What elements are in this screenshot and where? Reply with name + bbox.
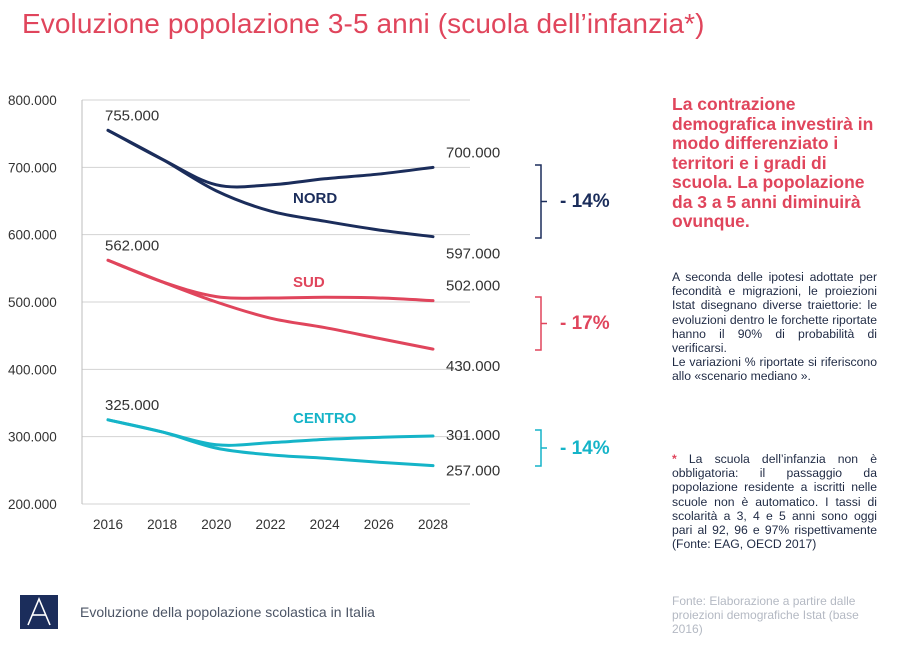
y-tick-label: 600.000: [8, 228, 57, 243]
data-labels: 755.000 700.000 597.000 NORD 562.000 502.000 4…: [105, 107, 500, 479]
centro-end-high-label: 301.000: [446, 427, 500, 444]
sud-end-high-label: 502.000: [446, 278, 500, 295]
centro-start-label: 325.000: [105, 397, 159, 414]
sud-line-low: [106, 258, 435, 351]
nord-end-low-label: 597.000: [446, 246, 500, 263]
nord-line-low: [106, 128, 435, 239]
methodology-note: A seconda delle ipotesi adottate per fec…: [672, 270, 877, 384]
nord-series-name: NORD: [293, 190, 337, 207]
x-tick-label: 2016: [93, 517, 123, 532]
grid-layer: [81, 99, 470, 505]
line-chart: 200.000 300.000 400.000 500.000 600.000 700.0…: [8, 93, 610, 532]
nord-bracket: [535, 164, 547, 239]
x-tick-label: 2028: [418, 517, 448, 532]
x-tick-label: 2026: [364, 517, 394, 532]
y-tick-label: 800.000: [8, 93, 57, 108]
centro-end-low-label: 257.000: [446, 463, 500, 480]
nord-end-high-label: 700.000: [446, 144, 500, 161]
centro-line-high: [106, 418, 435, 447]
source-note: Fonte: Elaborazione a partire dalle proi…: [672, 594, 859, 636]
nord-line-high: [106, 128, 435, 189]
y-tick-label: 700.000: [8, 160, 57, 175]
centro-variation-label: - 14%: [560, 438, 610, 459]
nord-variation-label: - 14%: [560, 191, 610, 212]
headline-text: La contrazione demografica investirà in …: [672, 94, 874, 231]
footer-title: Evoluzione della popolazione scolastica …: [80, 604, 375, 620]
y-tick-label: 500.000: [8, 295, 57, 310]
x-tick-label: 2018: [147, 517, 177, 532]
sud-start-label: 562.000: [105, 237, 159, 254]
footnote-text: La scuola dell’infanzia non è obbligator…: [672, 452, 877, 552]
centro-series-name: CENTRO: [293, 410, 357, 427]
a-monogram-icon: [20, 595, 58, 629]
variation-brackets: - 14% - 17% - 14%: [535, 164, 610, 467]
footnote-infanzia: * La scuola dell’infanzia non è obbligat…: [672, 452, 877, 551]
nord-start-label: 755.000: [105, 107, 159, 124]
sud-end-low-label: 430.000: [446, 358, 500, 375]
centro-bracket: [535, 429, 547, 467]
y-axis-ticks: 200.000 300.000 400.000 500.000 600.000 700.0…: [8, 93, 57, 512]
x-tick-label: 2024: [310, 517, 341, 532]
x-axis-ticks: 2016 2018 2020 2022 2024 2026 2028: [93, 517, 448, 532]
y-tick-label: 200.000: [8, 497, 57, 512]
page-title: Evoluzione popolazione 3-5 anni (scuola …: [22, 8, 705, 39]
sud-series-name: SUD: [293, 274, 325, 291]
sud-bracket: [535, 296, 547, 351]
series-lines: [106, 128, 435, 468]
y-tick-label: 300.000: [8, 430, 57, 445]
footnote-asterisk: *: [672, 452, 677, 466]
sud-variation-label: - 17%: [560, 313, 610, 334]
x-tick-label: 2020: [201, 517, 231, 532]
y-tick-label: 400.000: [8, 362, 57, 377]
x-tick-label: 2022: [255, 517, 285, 532]
centro-line-low: [106, 418, 435, 468]
